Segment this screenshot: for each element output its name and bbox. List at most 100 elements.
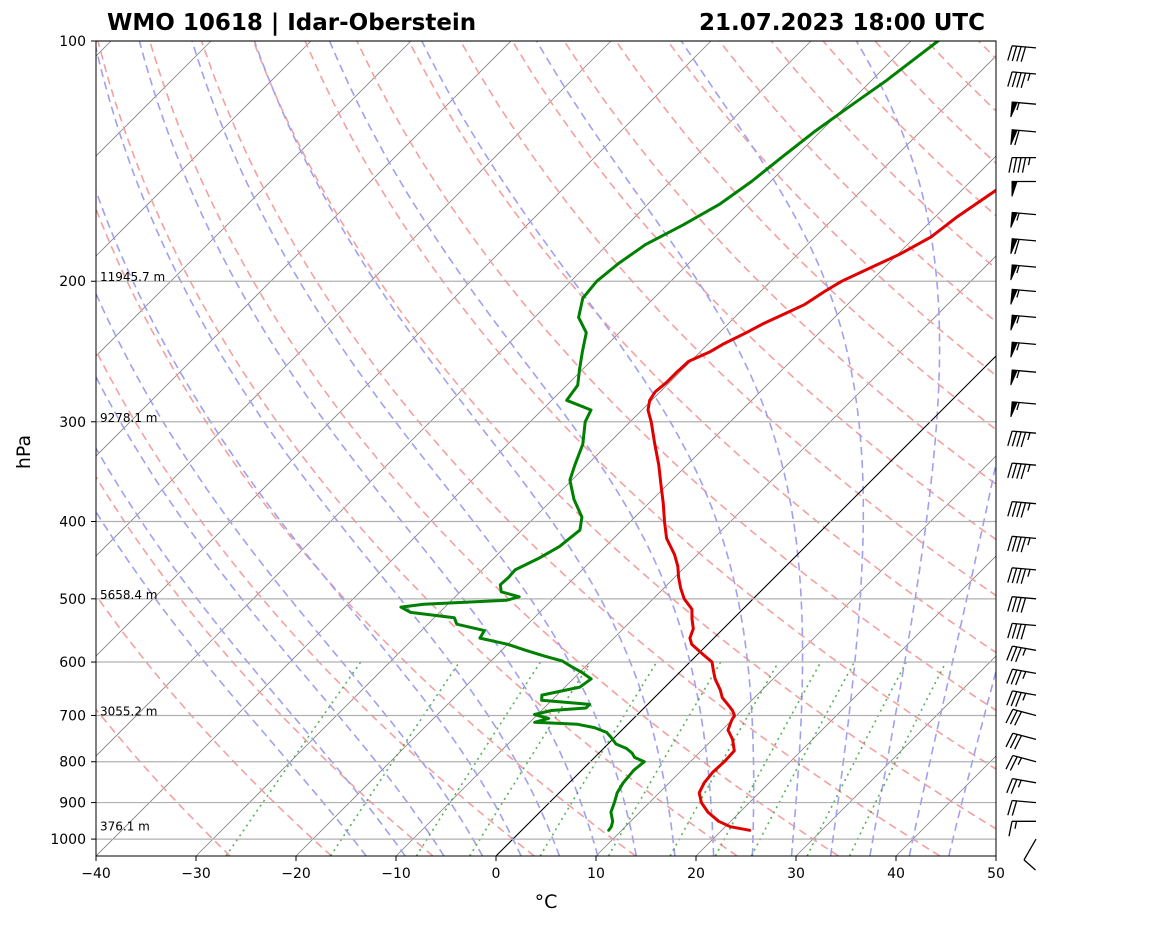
dry-adiabat-line [1082, 41, 1160, 856]
chart-title-datetime: 21.07.2023 18:00 UTC [699, 10, 985, 36]
dry-adiabat-line [667, 41, 996, 377]
y-tick-label: 300 [59, 415, 86, 431]
wind-barb [1005, 754, 1037, 771]
wind-barb-full [1011, 72, 1018, 88]
y-tick-label: 1000 [50, 832, 86, 848]
wind-barb-full [1011, 501, 1018, 517]
height-labels: 11945.7 m 9278.1 m 5658.4 m 3055.2 m 376.1 m [100, 270, 165, 833]
temperature-profile [646, 188, 996, 832]
mixing-ratio-line [669, 661, 780, 856]
moist-adiabat-line [948, 668, 996, 856]
dewpoint-profile [399, 41, 940, 832]
wind-barb-half [1016, 289, 1020, 298]
y-tick-label: 700 [59, 708, 86, 724]
wind-barb-full [1011, 536, 1018, 552]
moist-adiabat-line [328, 41, 715, 856]
wind-barb-half [1027, 432, 1031, 441]
dry-adiabat-line [148, 41, 840, 856]
moist-adiabat-line [138, 41, 599, 856]
height-label: 3055.2 m [100, 704, 158, 718]
sounding-profiles [399, 41, 996, 832]
wind-barb [1023, 838, 1037, 871]
wind-barb [1007, 596, 1037, 613]
y-tick-label: 200 [59, 274, 86, 290]
wind-barb-full [1020, 537, 1027, 553]
wind-barb-flag [1010, 264, 1018, 281]
wind-barb [1010, 401, 1037, 418]
wind-barb [1007, 799, 1037, 816]
dry-adiabat-line [1030, 41, 1160, 856]
x-axis-label: °C [535, 891, 558, 913]
wind-barb-flag [1010, 401, 1018, 418]
dry-adiabat-line [770, 41, 996, 270]
height-label: 376.1 m [100, 819, 150, 833]
wind-barb-flag [1010, 369, 1018, 386]
wind-barb-flag [1010, 129, 1018, 145]
wind-barb-half [1016, 342, 1020, 351]
wind-barb-full [1009, 710, 1018, 725]
y-tick-label: 800 [59, 755, 86, 771]
dry-adiabat-line [97, 41, 738, 856]
wind-barb-full [1007, 623, 1013, 639]
wind-barb-full [1023, 859, 1036, 871]
dry-adiabat-line [96, 708, 231, 856]
wind-barb-full [1007, 45, 1013, 61]
dry-adiabat-line [96, 348, 535, 856]
wind-barb-full [1011, 623, 1018, 639]
mixing-ratio-line [607, 661, 722, 856]
dry-adiabat-line [822, 41, 996, 217]
wind-barb-half [1017, 757, 1023, 765]
isotherm-line [96, 41, 812, 757]
wind-barb-full [1011, 596, 1018, 612]
isotherm-line [96, 41, 912, 856]
wind-barb-full [1010, 691, 1018, 707]
wind-barb-full [1016, 46, 1022, 62]
wind-barb-full [1011, 46, 1018, 62]
wind-barb-full [1009, 756, 1018, 771]
isotherm-line [395, 255, 996, 856]
wind-barb [1007, 430, 1037, 448]
wind-barb-half [1016, 265, 1020, 274]
moist-adiabat-line [421, 41, 755, 856]
wind-barb-full [1014, 735, 1023, 750]
wind-barb-full [1016, 72, 1022, 88]
wind-barb-full [1007, 462, 1013, 478]
mixing-ratio-line [415, 661, 542, 856]
wind-barb [1010, 341, 1037, 358]
wind-barb [1010, 238, 1037, 255]
wind-barb [1010, 314, 1037, 331]
plot-frame [95, 40, 997, 857]
wind-barb-full [1007, 71, 1013, 87]
wind-barb-full [1014, 130, 1020, 146]
mixing-ratio-line [539, 661, 658, 856]
dry-adiabat-line [563, 41, 996, 486]
wind-barb-full [1015, 647, 1022, 663]
wind-barb [1007, 45, 1037, 62]
x-tick-label: −30 [181, 866, 211, 882]
wind-barb-half [1027, 503, 1031, 511]
wind-barb-full [1016, 431, 1022, 447]
wind-barb-half [1016, 212, 1020, 221]
wind-barb [1007, 567, 1037, 584]
x-tick-label: 30 [787, 866, 805, 882]
x-tick-label: 50 [987, 866, 1005, 882]
wind-barb [1006, 668, 1037, 686]
wind-barb-full [1014, 239, 1020, 255]
x-tick-label: 10 [587, 866, 605, 882]
moist-adiabat-line [96, 375, 445, 856]
wind-barb-full [1020, 624, 1027, 640]
wind-barb-half [1027, 537, 1031, 546]
wind-barb-staff [1023, 838, 1037, 861]
wind-barb-half [1014, 821, 1018, 829]
isotherm-line [595, 455, 996, 856]
dry-adiabat-line [1134, 41, 1160, 856]
y-tick-label: 500 [59, 592, 86, 608]
isotherm-line [795, 655, 996, 856]
wind-barb-full [1007, 567, 1013, 583]
moist-adiabat-line [191, 41, 638, 856]
moist-adiabat-line [680, 41, 865, 856]
isotherm-line [96, 41, 312, 257]
wind-barb-full [1007, 501, 1013, 517]
y-axis-label: hPa [13, 435, 35, 469]
wind-barb [1007, 500, 1037, 518]
